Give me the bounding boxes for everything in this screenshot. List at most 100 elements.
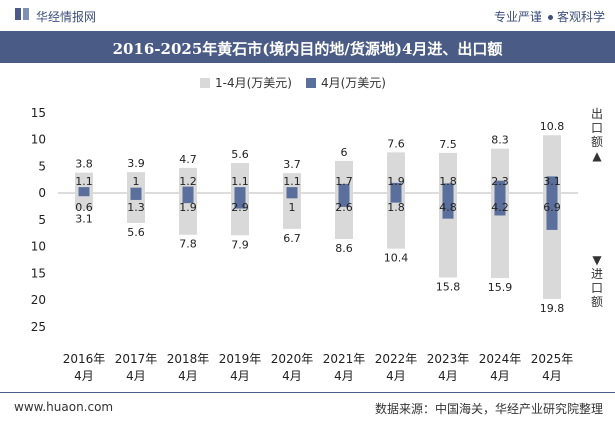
bar-april-import [286, 193, 298, 199]
x-tick-label: 2018年 [167, 352, 210, 366]
bar-april-import [546, 193, 558, 230]
x-tick-label: 2021年 [323, 352, 366, 366]
bar-cumulative-export [439, 152, 457, 193]
bar-april-import [130, 193, 142, 200]
x-tick-label: 4月 [178, 369, 198, 383]
label-cumulative-export: 4.7 [179, 153, 197, 166]
bar-april-import [494, 193, 506, 216]
label-cumulative-import: 7.8 [179, 238, 197, 251]
label-april-export: 1.1 [283, 175, 301, 188]
legend-label-cumulative: 1-4月(万美元) [215, 76, 292, 90]
bar-april-import [442, 193, 454, 219]
label-april-export: 1.1 [231, 175, 249, 188]
label-cumulative-import: 15.8 [436, 281, 461, 294]
x-tick-label: 4月 [386, 369, 406, 383]
bar-april-import [338, 193, 350, 207]
bar-april-import [390, 193, 402, 203]
x-tick-label: 2023年 [427, 352, 470, 366]
x-tick-label: 4月 [490, 369, 510, 383]
label-cumulative-import: 5.6 [127, 226, 145, 239]
side-label-export: 出口额 ▲ [590, 107, 604, 163]
footer-divider [0, 392, 615, 393]
x-tick-label: 4月 [74, 369, 94, 383]
bar-april-export [390, 182, 402, 193]
footer-website: www.huaon.com [14, 400, 114, 414]
label-april-export: 1.7 [335, 175, 353, 188]
tagline-part-2: 客观科学 [556, 10, 605, 24]
x-tick-label: 4月 [438, 369, 458, 383]
x-tick-label: 4月 [334, 369, 354, 383]
y-tick-label: 15 [31, 266, 46, 280]
x-tick-label: 4月 [126, 369, 146, 383]
label-cumulative-export: 3.7 [283, 158, 301, 171]
x-tick-label: 2024年 [479, 352, 522, 366]
label-april-import: 1.3 [127, 201, 145, 214]
footer-source: 数据来源：中国海关，华经产业研究院整理 [374, 402, 603, 416]
side-label-import: ▼ 进口额 [590, 253, 604, 309]
bar-april-export [182, 186, 194, 193]
x-tick-label: 2016年 [63, 352, 106, 366]
y-tick-label: 15 [31, 106, 46, 120]
y-tick-label: 0 [38, 186, 46, 200]
bar-cumulative-import [283, 193, 301, 229]
bar-cumulative-export [231, 163, 249, 193]
tagline-part-1: 专业严谨 [493, 10, 542, 24]
bar-april-import [234, 193, 246, 209]
bar-cumulative-import [387, 193, 405, 249]
label-cumulative-import: 19.8 [540, 302, 565, 315]
label-april-import: 4.2 [491, 201, 509, 214]
bar-april-export [442, 183, 454, 193]
y-tick-label: 5 [38, 159, 46, 173]
y-tick-label: 25 [31, 320, 46, 334]
label-april-export: 1 [133, 175, 140, 188]
label-cumulative-export: 3.8 [75, 158, 93, 171]
side-label-export-text: 出口额 [590, 107, 603, 149]
label-cumulative-import: 15.9 [488, 281, 513, 294]
y-tick-label: 20 [31, 293, 46, 307]
legend-swatch-cumulative [200, 77, 210, 88]
label-april-import: 1.8 [387, 201, 405, 214]
chart-title: 2016-2025年黄石市(境内目的地/货源地)4月进、出口额 [112, 40, 503, 58]
label-april-export: 1.8 [439, 175, 457, 188]
side-label-import-text: 进口额 [590, 267, 603, 309]
label-cumulative-import: 8.6 [335, 242, 353, 255]
label-cumulative-export: 7.5 [439, 138, 457, 151]
legend-item-cumulative: 1-4月(万美元) [200, 74, 292, 91]
label-cumulative-import: 10.4 [384, 252, 409, 265]
x-tick-label: 2020年 [271, 352, 314, 366]
label-april-import: 0.6 [75, 201, 93, 214]
label-april-import: 2.9 [231, 201, 249, 214]
brand-name: 华经情报网 [36, 10, 97, 24]
x-tick-label: 4月 [542, 369, 562, 383]
label-cumulative-export: 6 [341, 146, 348, 159]
legend-item-april: 4月(万美元) [305, 74, 386, 91]
label-cumulative-export: 8.3 [491, 134, 509, 147]
bar-cumulative-import [75, 193, 93, 210]
label-april-export: 3.1 [543, 175, 561, 188]
label-april-export: 1.2 [179, 175, 197, 188]
label-cumulative-import: 3.1 [75, 213, 93, 226]
bar-april-export [546, 176, 558, 193]
x-tick-label: 4月 [230, 369, 250, 383]
top-bar: 华经情报网 专业严谨 客观科学 [0, 0, 615, 30]
label-april-export: 2.3 [491, 175, 509, 188]
label-cumulative-import: 6.7 [283, 232, 301, 245]
label-cumulative-export: 3.9 [127, 157, 145, 170]
x-tick-label: 4月 [282, 369, 302, 383]
bar-april-export [494, 180, 506, 193]
label-april-export: 1.1 [75, 175, 93, 188]
legend: 1-4月(万美元) 4月(万美元) [200, 74, 386, 91]
bar-april-export [130, 187, 142, 193]
x-tick-label: 2019年 [219, 352, 262, 366]
bar-april-export [286, 187, 298, 193]
label-cumulative-export: 10.8 [540, 120, 565, 133]
x-tick-label: 2025年 [531, 352, 574, 366]
label-april-export: 1.9 [387, 175, 405, 188]
title-bar: 2016-2025年黄石市(境内目的地/货源地)4月进、出口额 [0, 31, 615, 63]
up-arrow-icon: ▲ [592, 149, 602, 163]
legend-label-april: 4月(万美元) [320, 76, 386, 90]
bar-april-import [78, 193, 90, 197]
y-tick-label: 10 [31, 133, 46, 147]
x-tick-label: 2017年 [115, 352, 158, 366]
